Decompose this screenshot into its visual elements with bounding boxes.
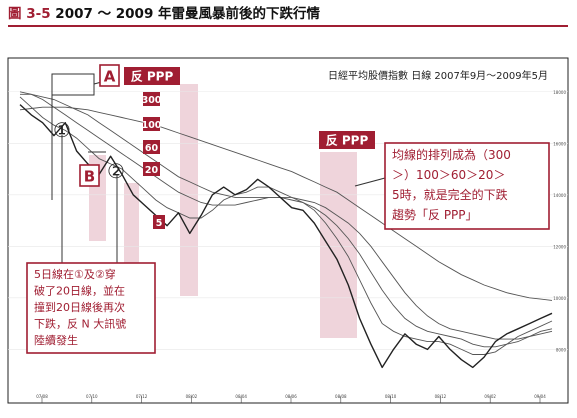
- ma-order-bg: [143, 92, 160, 106]
- ma-order-bg: [153, 215, 165, 229]
- ppp-label-bg: [319, 131, 375, 149]
- ma-20-line: [19, 96, 553, 355]
- callout-line: 5時，就是完全的下跌: [392, 187, 508, 202]
- moving-average-lines: [19, 91, 553, 355]
- leader-line: [354, 177, 386, 187]
- highlight-band: [180, 84, 198, 296]
- callout-line: 陸續發生: [34, 333, 78, 347]
- price-series-line: [19, 104, 553, 369]
- chart-title: 日經平均股價指數 日線 2007年9月～2009年5月: [328, 69, 548, 82]
- ma-60-line: [19, 91, 553, 348]
- circled-number: ②: [107, 159, 125, 183]
- callout-line: 趨勢「反 PPP」: [392, 207, 478, 222]
- x-tick-label: 08/04: [235, 394, 247, 399]
- ma-order-label: 60: [145, 143, 159, 154]
- figure-title: 圖 3-5 2007 ～ 2009 年雷曼風暴前後的下跌行情: [8, 2, 320, 22]
- ma-100-line: [20, 93, 553, 340]
- x-tick-label: 09/02: [484, 394, 496, 399]
- ma-order-bg: [143, 162, 160, 176]
- x-tick-label: 07/08: [36, 394, 48, 399]
- x-tick-label: 07/10: [86, 394, 98, 399]
- circled-number: ①: [53, 118, 71, 142]
- ppp-label: 反 PPP: [131, 69, 174, 84]
- highlight-band: [124, 183, 139, 263]
- x-tick-label: 08/12: [435, 394, 447, 399]
- callout-line: ＞）100＞60＞20＞: [392, 168, 505, 182]
- y-tick-label: 10000: [553, 296, 566, 301]
- ppp-label-bg: [124, 67, 180, 85]
- ma-order-label: 20: [145, 165, 159, 176]
- callout-line: 下跌，反 N 大訊號: [34, 317, 126, 331]
- y-tick-label: 18000: [553, 90, 566, 95]
- callout-line: 均線的排列成為（300: [392, 147, 511, 162]
- marker-box: [99, 64, 120, 87]
- marker-box: [79, 164, 100, 187]
- y-axis: 18000 16000 14000 12000 10000 8000: [553, 90, 566, 353]
- y-tick-label: 14000: [553, 193, 566, 198]
- marker-letter: A: [104, 68, 116, 86]
- ma-order-bg: [143, 117, 160, 131]
- top-range-box: [51, 73, 95, 96]
- annotations: 反 PPP 反 PPP A B ① ② 300 100 60 20 5 均線的排列成為（300 ＞）10…: [26, 64, 550, 354]
- y-tick-label: 12000: [553, 244, 566, 249]
- x-tick-label: 08/08: [335, 394, 347, 399]
- y-tick-label: 8000: [556, 347, 567, 352]
- ma-order-label: 100: [142, 120, 162, 131]
- figure-number: 圖 3-5: [8, 6, 51, 22]
- x-tick-label: 08/02: [186, 394, 198, 399]
- callout-line: 破了20日線，並在: [34, 284, 125, 298]
- ppp-label: 反 PPP: [326, 133, 369, 148]
- y-tick-label: 16000: [553, 141, 566, 146]
- x-tick-label: 07/12: [136, 394, 148, 399]
- marker-letter: B: [84, 168, 95, 186]
- ma-order-label: 300: [142, 95, 162, 106]
- ma-300-line: [19, 106, 553, 301]
- price-line: [19, 104, 553, 369]
- x-axis: 07/08 07/10 07/12 08/02 08/04 08/06 08/08 08/10…: [36, 394, 546, 403]
- ma-order-bg: [143, 140, 160, 154]
- x-tick-label: 08/06: [285, 394, 297, 399]
- callout-box: [26, 262, 156, 354]
- figure-caption: 2007 ～ 2009 年雷曼風暴前後的下跌行情: [55, 6, 321, 22]
- callout-line: 5日線在①及②穿: [34, 267, 116, 281]
- highlight-bands: [89, 84, 357, 338]
- callout-box: [384, 142, 550, 230]
- ma-order-label: 5: [156, 218, 163, 229]
- highlight-band: [320, 152, 357, 338]
- x-tick-label: 08/10: [385, 394, 397, 399]
- x-tick-label: 09/04: [534, 394, 546, 399]
- callout-line: 撞到20日線後再次: [34, 300, 125, 314]
- title-rule: [8, 25, 568, 27]
